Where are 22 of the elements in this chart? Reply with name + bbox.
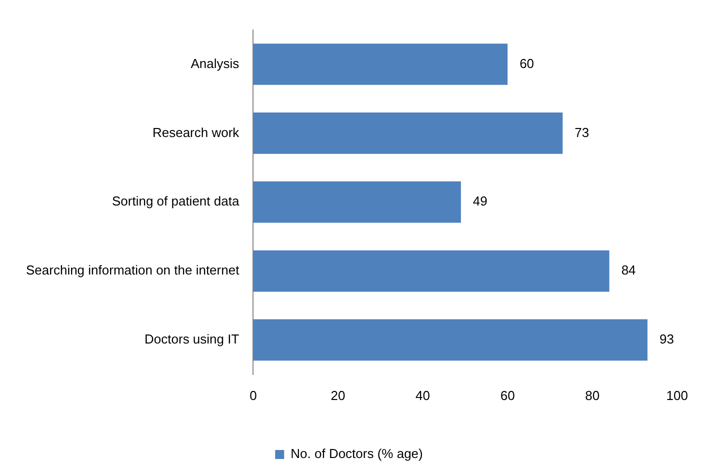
bar bbox=[253, 181, 461, 223]
bar bbox=[253, 112, 563, 154]
x-tick-label: 100 bbox=[666, 388, 688, 403]
legend-label: No. of Doctors (% age) bbox=[290, 446, 423, 462]
x-tick-label: 0 bbox=[250, 388, 257, 403]
y-tick-label: Sorting of patient data bbox=[112, 194, 240, 209]
x-tick-label: 40 bbox=[416, 388, 430, 403]
x-tick-label: 60 bbox=[500, 388, 515, 403]
data-label: 49 bbox=[472, 194, 488, 209]
x-tick-label: 20 bbox=[330, 388, 346, 403]
data-label: 73 bbox=[574, 124, 590, 140]
data-label: 60 bbox=[520, 56, 534, 71]
y-tick-label: Searching information on the internet bbox=[26, 262, 240, 278]
bar bbox=[253, 250, 610, 292]
data-label: 93 bbox=[659, 332, 674, 347]
y-tick-label: Analysis bbox=[190, 56, 240, 71]
bar bbox=[253, 319, 648, 361]
bar bbox=[253, 44, 508, 85]
y-tick-label: Doctors using IT bbox=[144, 332, 240, 347]
y-tick-label: Research work bbox=[152, 124, 240, 140]
data-label: 84 bbox=[621, 262, 636, 278]
x-tick-label: 80 bbox=[585, 388, 600, 403]
